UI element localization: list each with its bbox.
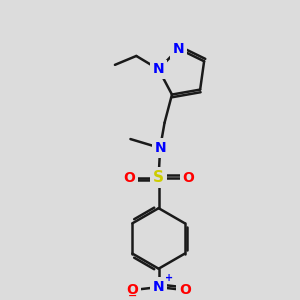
Text: N: N xyxy=(153,280,164,294)
Text: N: N xyxy=(172,42,184,56)
Text: −: − xyxy=(128,290,137,300)
Text: O: O xyxy=(123,171,135,184)
Text: O: O xyxy=(127,283,138,297)
Text: O: O xyxy=(179,283,191,297)
Text: O: O xyxy=(182,171,194,184)
Text: S: S xyxy=(153,170,164,185)
Text: N: N xyxy=(154,141,166,155)
Text: +: + xyxy=(165,273,173,283)
Text: N: N xyxy=(153,62,164,76)
